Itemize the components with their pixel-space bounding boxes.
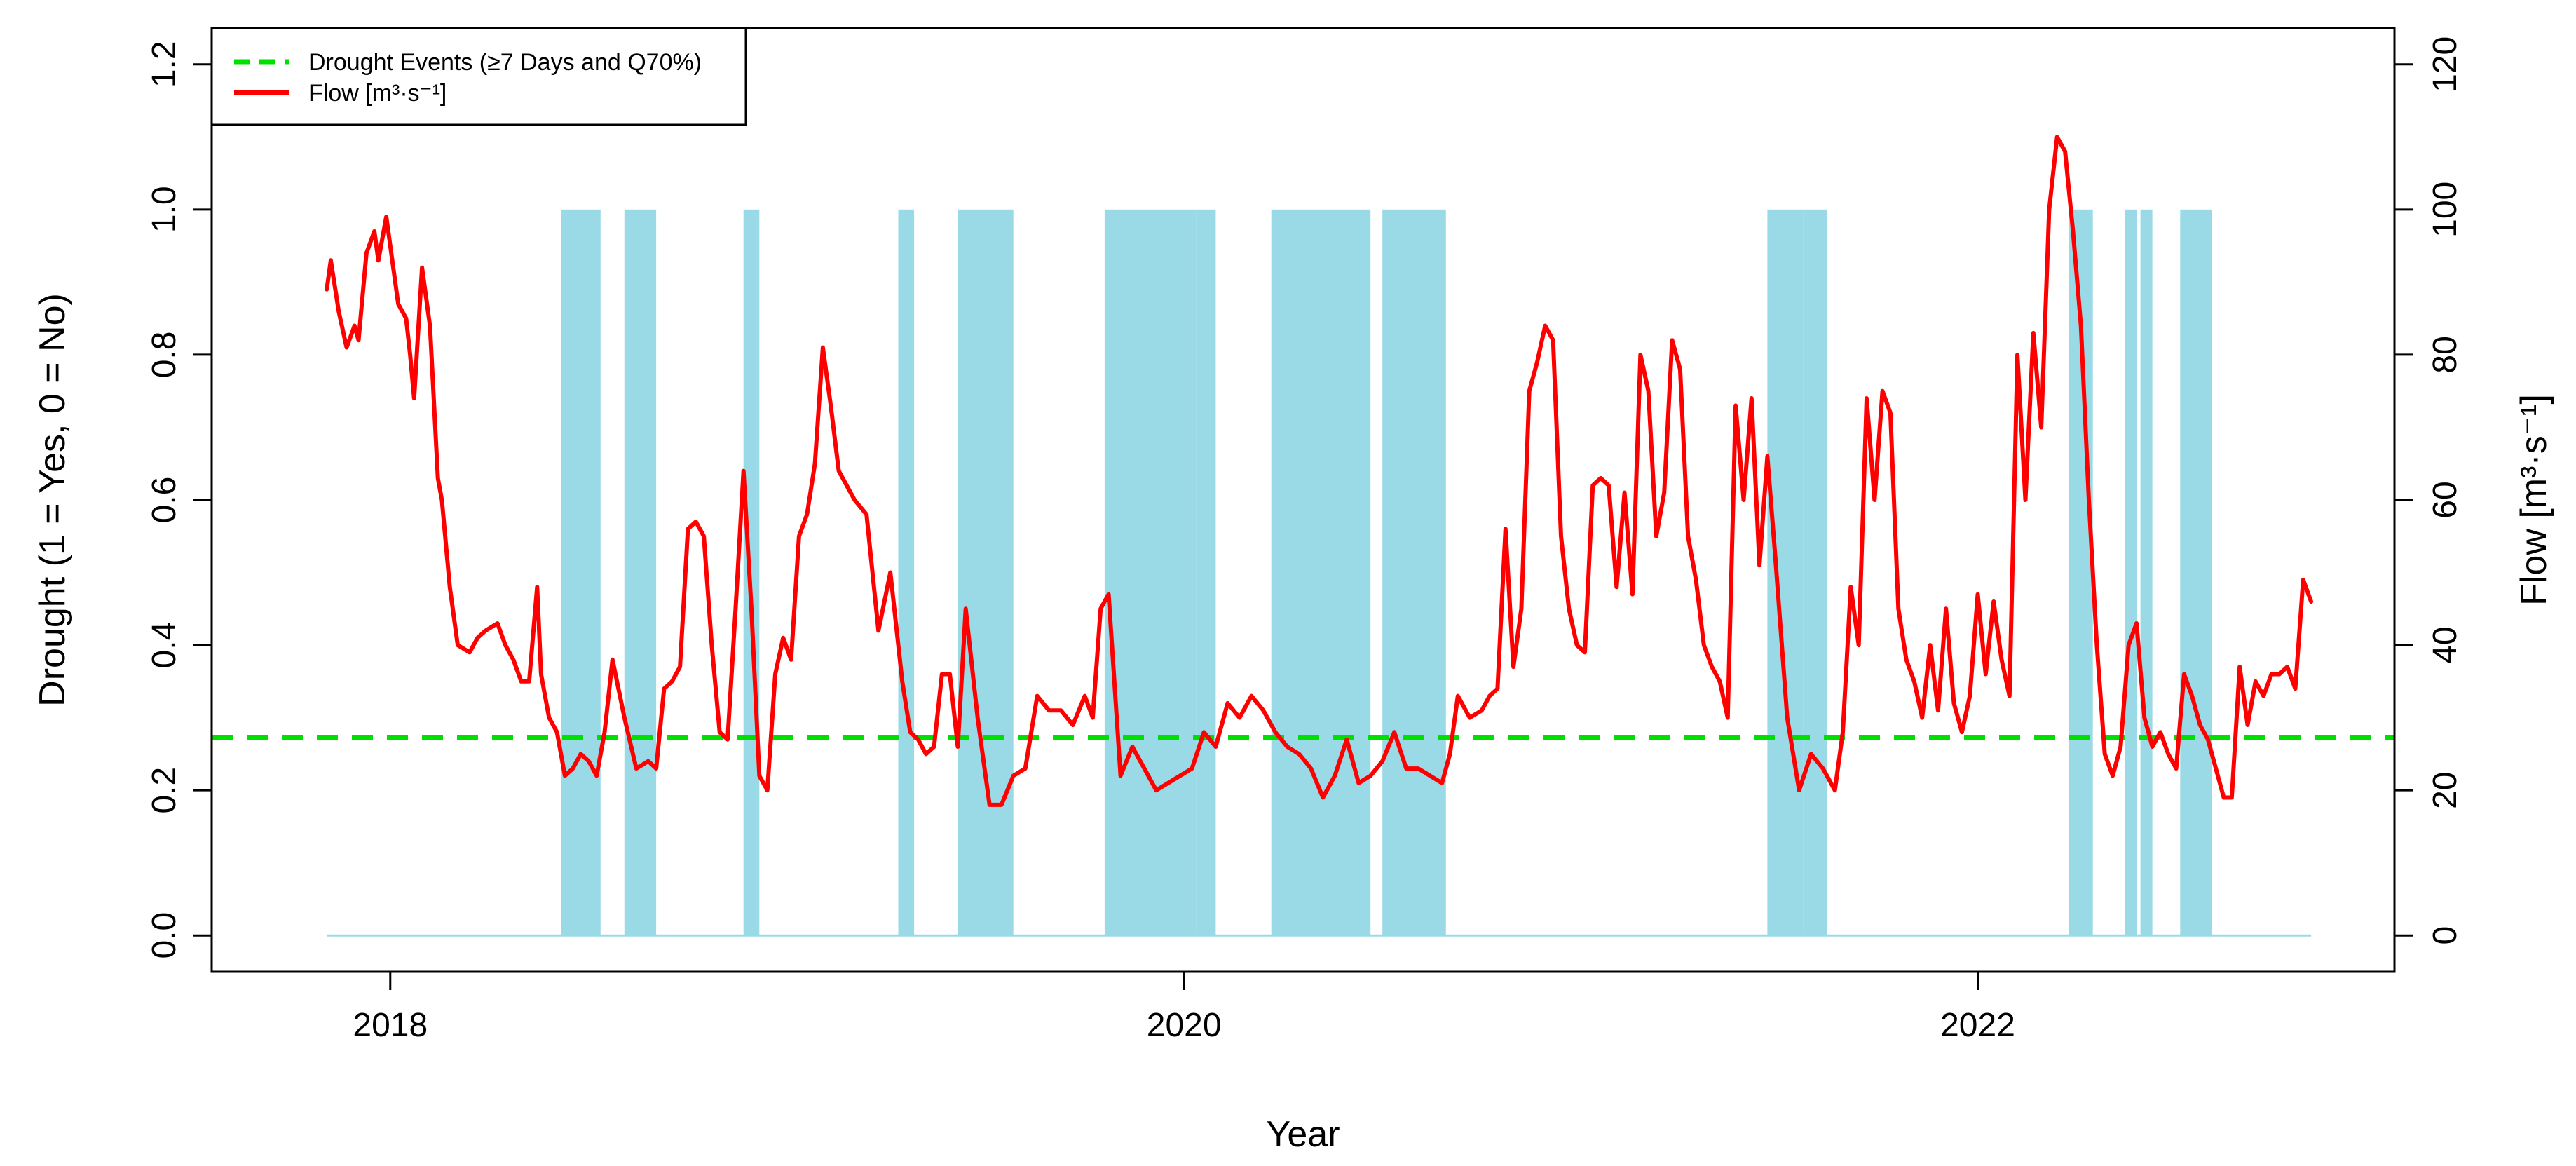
drought-event-bar-3 bbox=[898, 209, 915, 936]
y-right-tick-label-5: 100 bbox=[2427, 182, 2464, 238]
drought-event-bar-4 bbox=[958, 209, 1014, 936]
y-left-tick-label-0: 0.0 bbox=[146, 912, 183, 959]
x-tick-label-0: 2018 bbox=[353, 1007, 428, 1044]
y-right-tick-label-1: 20 bbox=[2427, 772, 2464, 809]
drought-events-layer bbox=[561, 209, 2212, 936]
axes-layer: 2018 2020 2022 0.0 0.2 0.4 0.6 0.8 1.0 1.2 0 20 40 60… bbox=[32, 27, 2554, 1155]
y-left-tick-label-6: 1.2 bbox=[146, 41, 183, 88]
x-tick-label-2: 2022 bbox=[1940, 1007, 2015, 1044]
y-right-tick-label-3: 60 bbox=[2427, 481, 2464, 518]
legend-box bbox=[210, 27, 747, 126]
y-right-tick-label-4: 80 bbox=[2427, 336, 2464, 373]
flow-series-layer bbox=[325, 135, 2314, 807]
legend-label-0: Drought Events (≥7 Days and Q70%) bbox=[308, 49, 702, 76]
y-left-tick-label-4: 0.8 bbox=[146, 332, 183, 379]
flow-series-line bbox=[325, 135, 2314, 807]
legend-label-1: Flow [m³·s⁻¹] bbox=[308, 80, 447, 107]
drought-event-bar-5 bbox=[1104, 209, 1197, 936]
y-right-axis-title: Flow [m³·s⁻¹] bbox=[2514, 394, 2554, 606]
drought-event-bar-0 bbox=[561, 209, 601, 936]
x-tick-label-1: 2020 bbox=[1147, 1007, 1222, 1044]
legend: Drought Events (≥7 Days and Q70%) Flow [m… bbox=[210, 27, 747, 126]
y-right-tick-label-0: 0 bbox=[2427, 926, 2464, 945]
drought-event-bar-12 bbox=[2125, 209, 2137, 936]
y-left-tick-label-5: 1.0 bbox=[146, 186, 183, 233]
y-left-axis-title: Drought (1 = Yes, 0 = No) bbox=[32, 293, 73, 707]
drought-event-bar-9 bbox=[1767, 209, 1804, 936]
drought-event-bar-10 bbox=[1803, 209, 1827, 936]
drought-event-bar-14 bbox=[2180, 209, 2212, 936]
drought-event-bar-1 bbox=[624, 209, 657, 936]
drought-event-bar-8 bbox=[1382, 209, 1446, 936]
y-right-tick-label-6: 120 bbox=[2427, 36, 2464, 93]
y-left-tick-label-1: 0.2 bbox=[146, 767, 183, 814]
drought-event-bar-7 bbox=[1271, 209, 1371, 936]
drought-event-bar-13 bbox=[2140, 209, 2153, 936]
y-left-tick-label-3: 0.6 bbox=[146, 477, 183, 524]
y-left-tick-label-2: 0.4 bbox=[146, 622, 183, 669]
x-axis-title: Year bbox=[1266, 1114, 1340, 1155]
drought-event-bar-6 bbox=[1196, 209, 1216, 936]
y-right-tick-label-2: 40 bbox=[2427, 626, 2464, 663]
